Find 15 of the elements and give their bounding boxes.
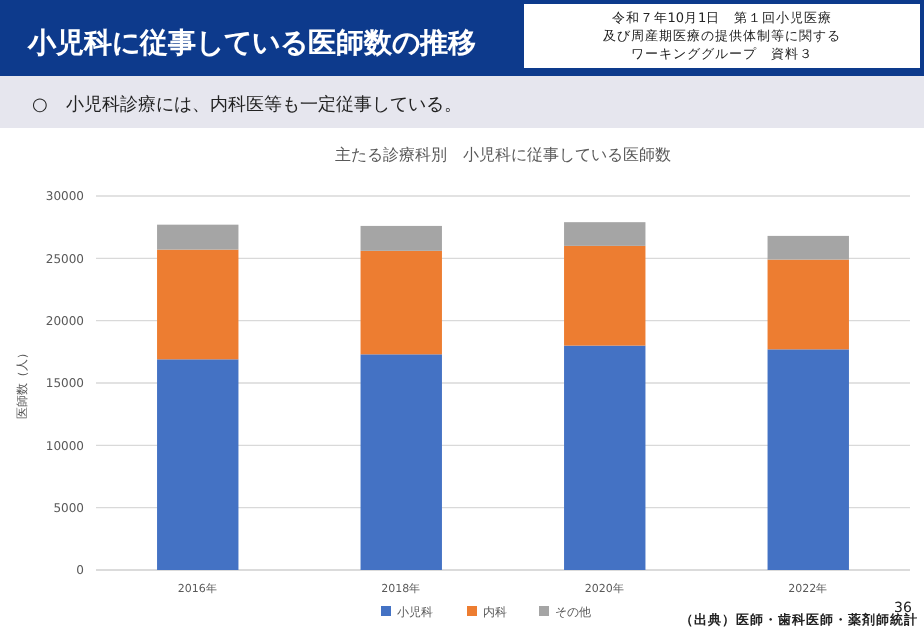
bar [564, 222, 646, 246]
text: ○ 小児科診療には、内科医等も一定従事している。 [32, 94, 462, 116]
bar [564, 345, 646, 570]
bar [157, 359, 239, 570]
chart-title: 小児科に従事している医師数の推移 [26, 28, 476, 60]
bar [360, 225, 442, 251]
bar [157, 224, 239, 250]
bar [360, 250, 442, 355]
bar [564, 245, 646, 346]
bar [157, 249, 239, 360]
bar [767, 349, 849, 570]
chart-subtitle: 主たる診療科別 小児科に従事している医師数 [335, 146, 671, 164]
bar [360, 354, 442, 570]
bar [767, 235, 849, 260]
bar [767, 259, 849, 350]
